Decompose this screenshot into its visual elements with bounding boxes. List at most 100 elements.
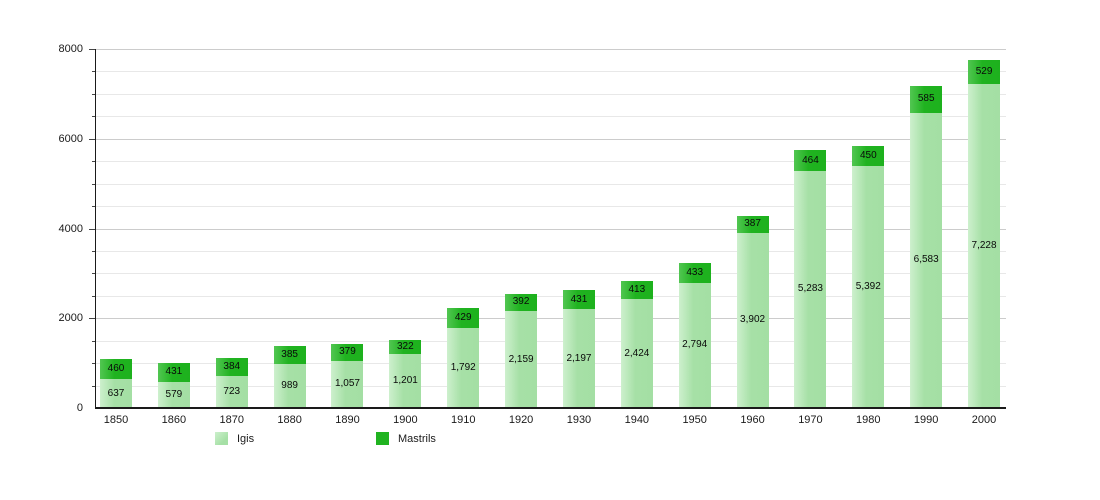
- bar-value-mastrils: 384: [223, 360, 241, 372]
- major-gridline: [95, 49, 1006, 50]
- minor-gridline: [95, 71, 1006, 73]
- y-tick-mark: [92, 93, 95, 95]
- bar-value-mastrils: 392: [512, 296, 530, 308]
- x-tick-label: 1850: [103, 414, 129, 426]
- bar-segment-mastrils-1950: 433: [678, 263, 711, 283]
- bar-segment-igis-1880: 989: [273, 363, 306, 408]
- x-tick-label: 1920: [508, 414, 534, 426]
- major-gridline: [95, 318, 1006, 320]
- x-tick-label: 2000: [971, 414, 997, 426]
- bar-value-igis: 989: [281, 379, 298, 391]
- bar-value-igis: 5,392: [855, 281, 881, 292]
- bar-value-igis: 1,201: [392, 375, 418, 387]
- minor-gridline: [95, 273, 1006, 275]
- bar-segment-igis-2000: 7,228: [968, 83, 1001, 408]
- bar-value-mastrils: 529: [975, 65, 993, 77]
- bar-segment-mastrils-1990: 585: [910, 86, 943, 113]
- minor-gridline: [95, 116, 1006, 118]
- bar-segment-igis-1950: 2,794: [678, 282, 711, 408]
- mastrils-swatch: [376, 432, 389, 445]
- legend-label-igis: Igis: [237, 432, 255, 445]
- bar-value-mastrils: 460: [107, 363, 125, 375]
- minor-gridline: [95, 385, 1006, 387]
- bar-value-mastrils: 385: [281, 348, 298, 360]
- bar-segment-mastrils-1920: 392: [505, 293, 538, 312]
- legend-item-igis: Igis: [215, 432, 254, 445]
- bar-segment-mastrils-2000: 529: [968, 59, 1001, 84]
- x-axis: [95, 407, 1006, 409]
- bar-value-mastrils: 387: [744, 218, 761, 230]
- x-tick-label: 1930: [566, 414, 592, 426]
- bar-segment-igis-1920: 2,159: [505, 311, 538, 408]
- x-tick-label: 1990: [913, 414, 939, 426]
- bar-value-igis: 7,228: [971, 239, 997, 251]
- bar-segment-igis-1900: 1,201: [389, 354, 422, 408]
- x-tick-label: 1950: [682, 414, 707, 426]
- bar-segment-mastrils-1900: 322: [389, 339, 422, 355]
- igis-swatch: [215, 432, 228, 445]
- bar-segment-mastrils-1860: 431: [157, 362, 190, 382]
- y-tick-mark: [89, 138, 95, 140]
- y-tick-label: 8000: [58, 43, 83, 55]
- y-tick-mark: [92, 183, 95, 185]
- bar-segment-mastrils-1970: 464: [794, 150, 827, 171]
- bar-segment-mastrils-1890: 379: [331, 343, 364, 361]
- bar-segment-igis-1970: 5,283: [794, 170, 827, 408]
- minor-gridline: [95, 93, 1006, 95]
- major-gridline: [95, 138, 1006, 140]
- bar-segment-mastrils-1870: 384: [215, 358, 248, 376]
- x-tick-label: 1890: [335, 414, 360, 426]
- x-tick-label: 1880: [277, 414, 302, 426]
- bar-value-igis: 2,197: [566, 352, 592, 364]
- y-tick-label: 0: [76, 402, 83, 414]
- bar-segment-mastrils-1930: 431: [562, 290, 595, 310]
- bar-value-igis: 723: [223, 385, 241, 397]
- bar-value-mastrils: 413: [628, 283, 646, 295]
- bar-value-igis: 6,583: [913, 254, 939, 266]
- bar-value-igis: 3,902: [740, 314, 766, 326]
- legend-item-mastrils: Mastrils: [376, 432, 436, 445]
- bar-value-mastrils: 429: [454, 311, 472, 323]
- y-tick-mark: [89, 49, 95, 50]
- x-tick-label: 1970: [798, 414, 823, 426]
- minor-gridline: [95, 250, 1006, 252]
- y-tick-label: 2000: [58, 312, 83, 325]
- minor-gridline: [95, 363, 1006, 365]
- y-axis: [95, 49, 96, 408]
- bar-segment-igis-1990: 6,583: [910, 112, 943, 408]
- y-tick-mark: [92, 71, 95, 73]
- x-tick-label: 1940: [624, 414, 650, 426]
- bar-segment-igis-1980: 5,392: [852, 166, 885, 408]
- y-tick-label: 6000: [58, 132, 83, 145]
- bar-value-mastrils: 585: [917, 93, 935, 105]
- y-tick-mark: [92, 116, 95, 118]
- legend: Igis Mastrils: [0, 430, 1100, 452]
- bar-value-igis: 1,792: [450, 361, 476, 373]
- x-tick-label: 1860: [161, 414, 187, 426]
- y-tick-mark: [92, 340, 95, 342]
- bar-segment-igis-1940: 2,424: [620, 299, 653, 408]
- bar-value-igis: 2,424: [624, 347, 650, 359]
- minor-gridline: [95, 206, 1006, 208]
- minor-gridline: [95, 183, 1006, 185]
- y-tick-mark: [89, 318, 95, 320]
- y-tick-mark: [89, 228, 95, 230]
- bar-segment-igis-1870: 723: [215, 375, 248, 408]
- bar-segment-mastrils-1910: 429: [447, 308, 480, 328]
- x-tick-label: 1960: [740, 414, 765, 426]
- bar-segment-igis-1890: 1,057: [331, 360, 364, 408]
- bar-segment-igis-1910: 1,792: [447, 327, 480, 408]
- bar-value-mastrils: 433: [686, 266, 704, 278]
- bar-segment-igis-1930: 2,197: [562, 309, 595, 408]
- y-tick-mark: [92, 363, 95, 365]
- bar-value-igis: 1,057: [334, 378, 360, 390]
- y-tick-mark: [92, 273, 95, 275]
- bar-value-igis: 2,794: [682, 339, 708, 351]
- y-tick-mark: [92, 250, 95, 252]
- x-tick-label: 1870: [219, 414, 244, 426]
- y-tick-label: 4000: [58, 222, 83, 235]
- minor-gridline: [95, 295, 1006, 297]
- bar-segment-mastrils-1980: 450: [852, 145, 885, 167]
- bar-value-igis: 2,159: [508, 353, 534, 365]
